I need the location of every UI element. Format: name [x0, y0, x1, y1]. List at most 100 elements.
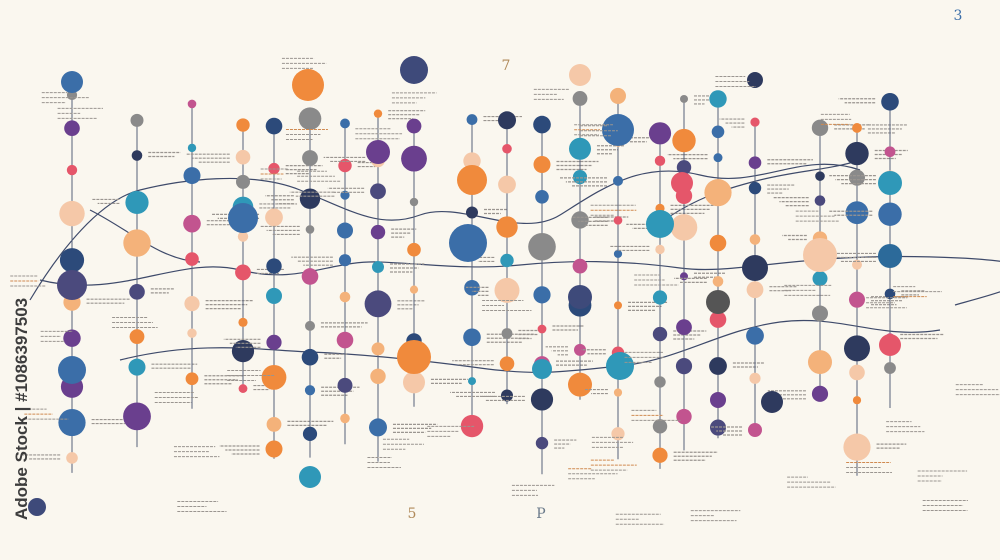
node — [742, 255, 768, 281]
node — [261, 364, 287, 390]
node — [466, 206, 478, 219]
node — [709, 234, 727, 252]
node — [652, 290, 668, 305]
node — [606, 352, 634, 380]
node — [676, 408, 692, 425]
node — [228, 203, 258, 233]
node — [675, 358, 693, 375]
node — [652, 326, 668, 342]
node — [370, 368, 386, 385]
node — [535, 436, 549, 450]
node — [337, 222, 353, 239]
node — [569, 64, 591, 86]
node — [336, 331, 354, 349]
node — [299, 188, 321, 209]
node — [183, 214, 201, 233]
node — [129, 329, 145, 344]
node — [852, 259, 862, 270]
node — [530, 388, 554, 411]
node — [235, 264, 251, 281]
node — [747, 72, 763, 88]
node — [236, 174, 250, 189]
node — [66, 452, 78, 464]
connector — [29, 163, 861, 301]
node — [298, 107, 322, 130]
node — [704, 179, 732, 207]
label-bottom-left: 5 — [408, 506, 417, 522]
node — [572, 169, 588, 185]
node — [463, 328, 481, 347]
node — [185, 372, 199, 386]
node — [123, 229, 151, 257]
node — [814, 195, 826, 206]
node — [340, 118, 350, 129]
node — [711, 125, 725, 139]
node — [184, 295, 200, 312]
node — [266, 334, 282, 350]
node — [364, 290, 392, 318]
node — [709, 90, 727, 108]
node — [337, 377, 353, 393]
node — [803, 238, 837, 272]
node — [131, 150, 143, 161]
node — [305, 320, 315, 331]
node — [568, 285, 592, 309]
node — [301, 348, 319, 366]
network — [10, 56, 1000, 525]
node — [613, 388, 623, 397]
node — [401, 145, 427, 172]
node — [457, 165, 487, 195]
node — [750, 117, 760, 127]
node — [63, 329, 81, 347]
node — [496, 216, 518, 238]
node — [571, 211, 589, 229]
node — [748, 422, 762, 437]
node — [449, 224, 487, 262]
node — [654, 155, 666, 167]
node — [845, 141, 869, 166]
node — [500, 253, 514, 268]
node — [305, 225, 315, 234]
node — [746, 281, 764, 299]
node — [671, 172, 693, 194]
node — [646, 210, 674, 238]
node — [713, 153, 723, 163]
node — [533, 115, 551, 134]
node — [406, 118, 422, 134]
node — [266, 416, 282, 432]
node — [125, 190, 149, 215]
node — [572, 258, 588, 274]
node — [748, 156, 762, 170]
node — [613, 216, 623, 225]
node — [680, 272, 688, 281]
node — [676, 319, 692, 336]
node — [709, 357, 727, 375]
node — [128, 358, 146, 376]
node — [28, 498, 46, 516]
node — [187, 99, 197, 109]
node — [498, 111, 516, 130]
node — [370, 224, 386, 240]
node — [852, 396, 862, 405]
node — [266, 258, 282, 274]
node — [849, 364, 865, 381]
node — [535, 189, 549, 204]
node — [338, 254, 352, 267]
node — [811, 119, 829, 137]
node — [340, 413, 350, 424]
node — [339, 291, 351, 303]
node — [369, 418, 387, 437]
node — [235, 149, 251, 165]
node — [655, 244, 665, 255]
node — [61, 71, 83, 93]
node — [265, 117, 283, 135]
node — [815, 171, 825, 181]
node — [881, 92, 899, 111]
node — [238, 384, 248, 393]
node — [808, 350, 832, 375]
node — [466, 114, 478, 125]
node — [568, 372, 592, 397]
node — [749, 372, 761, 384]
